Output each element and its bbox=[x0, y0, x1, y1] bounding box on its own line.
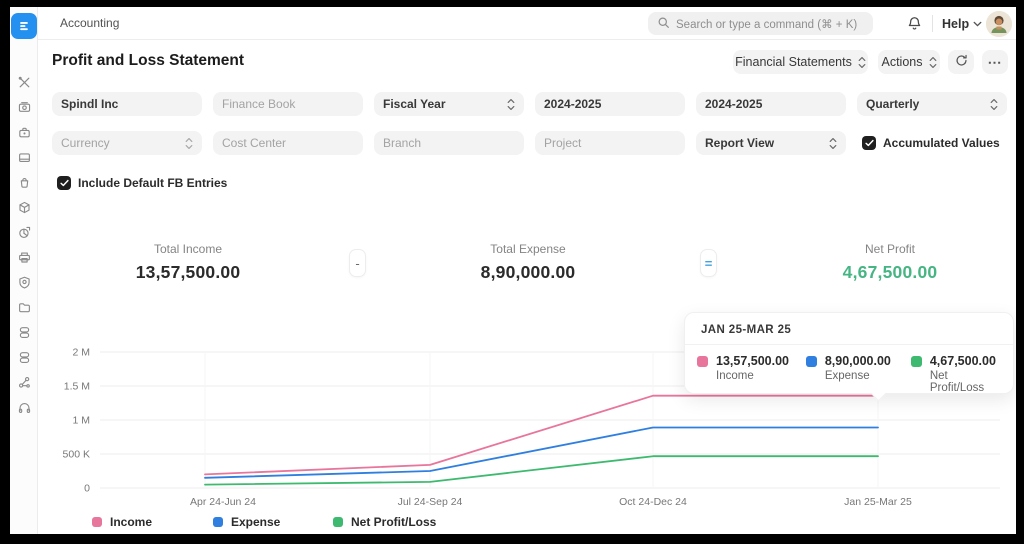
tooltip-income-entry: 13,57,500.00 Income bbox=[697, 354, 806, 394]
financial-statements-label: Financial Statements bbox=[735, 55, 852, 69]
chart-tooltip: JAN 25-MAR 25 13,57,500.00 Income 8,90,0… bbox=[684, 312, 1014, 402]
help-menu[interactable]: Help bbox=[942, 7, 982, 40]
income-swatch bbox=[697, 355, 708, 367]
branch-filter[interactable]: Branch bbox=[374, 131, 524, 155]
legend-income[interactable]: Income bbox=[92, 515, 152, 529]
svg-text:Apr 24-Jun 24: Apr 24-Jun 24 bbox=[190, 496, 256, 508]
net-profit-summary: Net Profit 4,67,500.00 bbox=[843, 242, 938, 283]
cost-center-filter[interactable]: Cost Center bbox=[213, 131, 363, 155]
from-fiscal-year-filter[interactable]: 2024-2025 bbox=[535, 92, 685, 116]
shopping-bag-icon[interactable] bbox=[17, 175, 32, 190]
updown-chevrons-icon bbox=[929, 56, 937, 69]
report-view-select[interactable]: Report View bbox=[696, 131, 846, 155]
project-filter[interactable]: Project bbox=[535, 131, 685, 155]
cash-register-icon[interactable] bbox=[17, 100, 32, 115]
stack-icon-2[interactable] bbox=[17, 350, 32, 365]
search-input[interactable]: Search or type a command (⌘ + K) bbox=[648, 12, 873, 35]
workspace-label[interactable]: Accounting bbox=[60, 16, 120, 30]
svg-text:Jan 25-Mar 25: Jan 25-Mar 25 bbox=[844, 496, 912, 508]
chart-legend: Income Expense Net Profit/Loss bbox=[38, 515, 1016, 531]
chevron-down-icon bbox=[973, 21, 982, 27]
notifications-bell-icon[interactable] bbox=[906, 15, 923, 32]
svg-text:2 M: 2 M bbox=[72, 347, 90, 359]
minus-operator: - bbox=[349, 249, 366, 277]
total-income-summary: Total Income 13,57,500.00 bbox=[136, 242, 241, 283]
folder-icon[interactable] bbox=[17, 300, 32, 315]
tooltip-expense-entry: 8,90,000.00 Expense bbox=[805, 354, 911, 394]
checkbox-checked-icon bbox=[57, 176, 71, 190]
accumulated-values-checkbox[interactable]: Accumulated Values bbox=[862, 136, 1000, 150]
finance-book-filter[interactable]: Finance Book bbox=[213, 92, 363, 116]
net-profit-value: 4,67,500.00 bbox=[842, 262, 938, 282]
refresh-icon bbox=[955, 54, 968, 70]
expense-swatch bbox=[213, 517, 223, 527]
total-expense-summary: Total Expense 8,90,000.00 bbox=[481, 242, 576, 283]
currency-select[interactable]: Currency bbox=[52, 131, 202, 155]
help-label: Help bbox=[942, 16, 970, 31]
briefcase-icon[interactable] bbox=[17, 125, 32, 140]
checkbox-checked-icon bbox=[862, 136, 876, 150]
svg-text:Oct 24-Dec 24: Oct 24-Dec 24 bbox=[619, 496, 687, 508]
user-avatar[interactable] bbox=[986, 11, 1012, 37]
shield-icon[interactable] bbox=[17, 275, 32, 290]
printer-icon[interactable] bbox=[17, 250, 32, 265]
tooltip-net-profit-entry: 4,67,500.00 Net Profit/Loss bbox=[910, 354, 1001, 394]
actions-label: Actions bbox=[881, 55, 923, 69]
tools-icon[interactable] bbox=[17, 75, 32, 90]
browser-card-icon[interactable] bbox=[17, 150, 32, 165]
app-window: Accounting Search or type a command (⌘ +… bbox=[10, 7, 1016, 534]
actions-button[interactable]: Actions bbox=[878, 50, 940, 74]
net-profit-label: Net Profit bbox=[864, 242, 915, 256]
svg-text:0: 0 bbox=[84, 483, 90, 495]
income-swatch bbox=[92, 517, 102, 527]
svg-text:500 K: 500 K bbox=[63, 449, 90, 461]
total-expense-value: 8,90,000.00 bbox=[480, 262, 576, 282]
svg-text:Jul 24-Sep 24: Jul 24-Sep 24 bbox=[398, 496, 463, 508]
equals-operator: = bbox=[700, 249, 717, 277]
search-icon bbox=[657, 16, 670, 32]
total-income-value: 13,57,500.00 bbox=[135, 262, 241, 282]
financial-statements-button[interactable]: Financial Statements bbox=[733, 50, 868, 74]
updown-chevrons-icon bbox=[990, 98, 998, 111]
net-profit-swatch bbox=[910, 355, 922, 367]
include-default-fb-label: Include Default FB Entries bbox=[78, 176, 228, 190]
molecule-icon[interactable] bbox=[17, 375, 32, 390]
ellipsis-icon: ⋯ bbox=[987, 53, 1003, 70]
updown-chevrons-icon bbox=[858, 56, 866, 69]
search-placeholder: Search or type a command (⌘ + K) bbox=[676, 18, 858, 31]
pl-line-chart[interactable]: 0 500 K 1 M 1.5 M 2 M Apr 24-Jun 24 Jul 24-Sep… bbox=[38, 332, 1016, 517]
include-default-fb-checkbox[interactable]: Include Default FB Entries bbox=[57, 176, 227, 190]
to-fiscal-year-filter[interactable]: 2024-2025 bbox=[696, 92, 846, 116]
updown-chevrons-icon bbox=[829, 137, 837, 150]
pie-chart-icon[interactable] bbox=[17, 225, 32, 240]
refresh-button[interactable] bbox=[948, 50, 974, 74]
legend-net-profit[interactable]: Net Profit/Loss bbox=[333, 515, 436, 529]
erpnext-logo-icon[interactable] bbox=[11, 13, 37, 39]
total-income-label: Total Income bbox=[153, 242, 223, 256]
navbar-divider bbox=[932, 15, 933, 32]
company-filter[interactable]: Spindl Inc bbox=[52, 92, 202, 116]
net-profit-swatch bbox=[333, 517, 343, 527]
total-expense-label: Total Expense bbox=[490, 242, 566, 256]
updown-chevrons-icon bbox=[507, 98, 515, 111]
accumulated-values-label: Accumulated Values bbox=[883, 136, 1000, 150]
headphones-icon[interactable] bbox=[17, 400, 32, 415]
cube-icon[interactable] bbox=[17, 200, 32, 215]
expense-swatch bbox=[805, 355, 817, 367]
more-options-button[interactable]: ⋯ bbox=[982, 50, 1008, 74]
updown-chevrons-icon bbox=[185, 137, 193, 150]
period-basis-select[interactable]: Fiscal Year bbox=[374, 92, 524, 116]
tooltip-period: JAN 25-MAR 25 bbox=[685, 313, 1013, 345]
sidebar bbox=[10, 7, 38, 534]
legend-expense[interactable]: Expense bbox=[213, 515, 280, 529]
top-navbar: Accounting Search or type a command (⌘ +… bbox=[38, 7, 1016, 40]
periodicity-select[interactable]: Quarterly bbox=[857, 92, 1007, 116]
stack-icon-1[interactable] bbox=[17, 325, 32, 340]
svg-text:1 M: 1 M bbox=[72, 415, 90, 427]
svg-text:1.5 M: 1.5 M bbox=[64, 381, 90, 393]
page-title: Profit and Loss Statement bbox=[52, 52, 245, 69]
